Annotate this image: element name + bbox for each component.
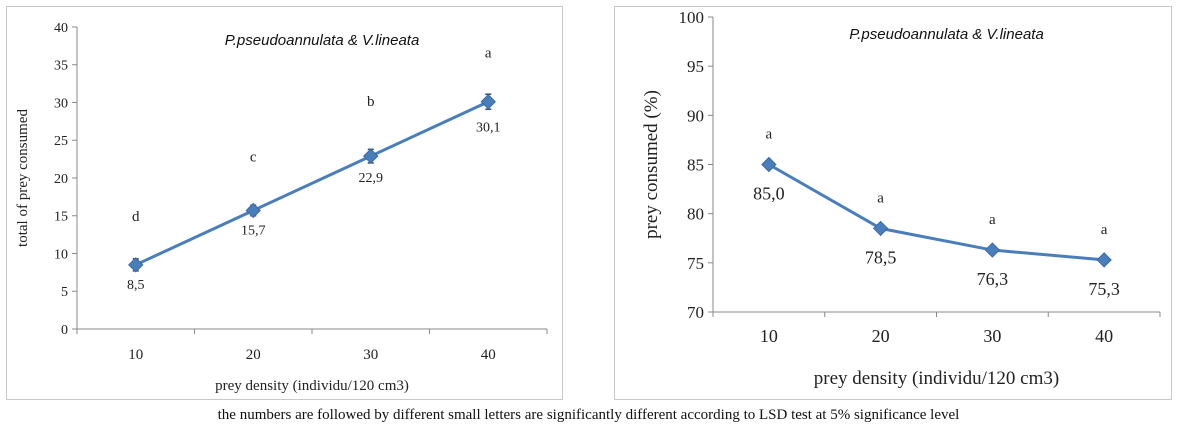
chart-total-prey-consumed: P.pseudoannulata & V.lineata 0 5 10 15 20 25 30…	[15, 21, 548, 394]
data-value-label: 75,3	[1088, 279, 1120, 299]
y-axis-label: prey consumed (%)	[641, 90, 662, 239]
x-tick-label: 20	[872, 326, 890, 346]
data-point-marker	[245, 202, 261, 219]
series-line	[135, 100, 489, 267]
y-tick-label: 10	[54, 247, 68, 262]
significance-letter: a	[1101, 222, 1108, 238]
series-line	[768, 163, 1105, 262]
x-tick-label: 10	[760, 326, 778, 346]
x-tick-label: 10	[128, 347, 143, 363]
y-tick-label: 80	[687, 205, 704, 224]
y-tick-label: 30	[54, 96, 68, 111]
significance-letter: a	[766, 127, 773, 143]
y-tick-label: 25	[54, 134, 68, 149]
data-point-marker	[480, 94, 496, 110]
chart-title: P.pseudoannulata & V.lineata	[225, 32, 420, 49]
chart-panel-total: P.pseudoannulata & V.lineata 0 5 10 15 20 25 30…	[6, 6, 563, 400]
figure-caption: the numbers are followed by different sm…	[217, 407, 960, 423]
x-tick-label: 20	[246, 347, 261, 363]
y-tick-label: 0	[61, 323, 68, 338]
x-tick-label: 30	[983, 326, 1001, 346]
significance-letter: a	[485, 46, 492, 62]
chart-prey-consumed-percent: P.pseudoannulata & V.lineata 70 75 80 85 90 95…	[641, 8, 1161, 389]
data-point-marker	[1096, 252, 1112, 268]
significance-letter: c	[250, 149, 257, 165]
data-value-label: 85,0	[753, 184, 785, 204]
significance-letter: a	[877, 190, 884, 206]
data-value-label: 15,7	[241, 223, 266, 238]
x-tick-label: 30	[363, 347, 378, 363]
x-tick-label: 40	[481, 347, 496, 363]
chart-title: P.pseudoannulata & V.lineata	[849, 26, 1044, 43]
y-tick-label: 15	[54, 210, 68, 225]
y-tick-label: 95	[687, 57, 704, 76]
data-value-label: 22,9	[359, 171, 384, 186]
y-tick-label: 90	[687, 106, 704, 125]
data-point-marker	[984, 242, 1001, 258]
data-point-marker	[363, 148, 379, 164]
y-tick-label: 85	[687, 155, 704, 174]
data-value-label: 76,3	[977, 269, 1009, 289]
significance-letter: b	[367, 94, 375, 110]
data-value-label: 78,5	[865, 247, 897, 267]
data-point-marker	[128, 257, 144, 273]
y-tick-label: 20	[54, 172, 68, 187]
data-value-label: 8,5	[127, 278, 145, 293]
significance-letter: d	[132, 209, 140, 225]
y-tick-label: 75	[687, 254, 704, 273]
y-tick-label: 40	[54, 21, 68, 36]
x-tick-label: 40	[1095, 326, 1113, 346]
significance-letter: a	[989, 212, 996, 228]
data-point-marker	[872, 220, 889, 237]
data-point-marker	[761, 156, 777, 173]
y-tick-label: 100	[679, 8, 705, 27]
y-tick-label: 35	[54, 59, 68, 74]
x-axis-label: prey density (individu/120 cm3)	[814, 368, 1059, 389]
data-value-label: 30,1	[476, 121, 501, 136]
chart-panel-percent: P.pseudoannulata & V.lineata 70 75 80 85 90 95…	[614, 6, 1172, 400]
y-tick-label: 70	[687, 303, 704, 322]
y-axis-label: total of prey consumed	[15, 109, 31, 247]
y-tick-label: 5	[61, 285, 68, 300]
x-axis-label: prey density (individu/120 cm3)	[215, 378, 409, 394]
